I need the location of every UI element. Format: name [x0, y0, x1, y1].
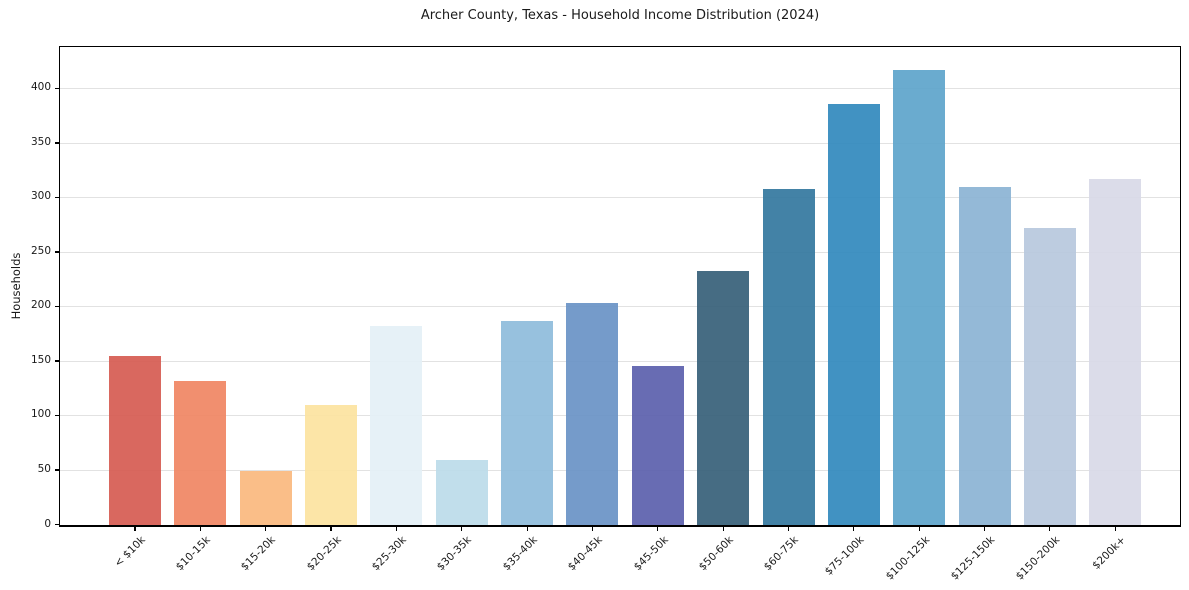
y-tick [54, 414, 59, 417]
y-tick-label: 350 [30, 135, 51, 148]
bar [305, 405, 358, 525]
y-tick [54, 360, 59, 362]
bar [827, 104, 880, 525]
gridline [60, 415, 1180, 417]
bar [435, 459, 488, 525]
gridline [60, 251, 1180, 253]
x-tick-label-text: $60-75k [761, 534, 801, 574]
x-tick [853, 527, 855, 531]
x-tick [657, 527, 659, 531]
x-tick-label-text: $30-35k [435, 534, 475, 574]
chart-title: Archer County, Texas - Household Income … [420, 8, 820, 23]
y-tick-label: 300 [30, 190, 51, 203]
y-tick-label: 100 [30, 408, 51, 421]
gridline [60, 306, 1180, 308]
y-tick [54, 523, 59, 526]
y-tick-label: 250 [30, 244, 51, 257]
plot-area: 0 50 100 150 200 250 300 350 400 < $10k $10-15k $15… [31, 46, 1181, 583]
x-tick [199, 527, 201, 531]
gridline [60, 88, 1180, 90]
bar [109, 356, 161, 525]
x-tick-label-text: $25-30k [369, 534, 409, 574]
y-tick [54, 142, 59, 144]
x-tick-label-text: $150-200k [1013, 534, 1063, 583]
x-tick [265, 527, 267, 531]
x-tick [983, 527, 986, 531]
bar [762, 189, 815, 525]
bar [174, 381, 227, 525]
gridline [60, 197, 1180, 199]
bar [370, 325, 423, 525]
x-tick [526, 527, 528, 531]
y-tick-label: 0 [44, 517, 51, 530]
bar [501, 321, 554, 525]
gridline [60, 470, 1180, 471]
y-axis-label: Households [9, 252, 23, 320]
x-tick [1114, 527, 1116, 531]
x-tick [722, 527, 724, 531]
y-tick [54, 305, 59, 308]
bar [1023, 228, 1076, 525]
x-tick-label-text: $20-25k [304, 534, 344, 574]
x-tick-label-text: $50-60k [696, 534, 736, 574]
bar [239, 470, 292, 525]
x-tick [134, 527, 136, 531]
gridline [60, 142, 1180, 144]
x-tick-label-text: $200k+ [1089, 534, 1128, 572]
y-tick-label: 50 [37, 462, 51, 475]
x-tick [461, 527, 463, 531]
x-tick-label-text: $45-50k [631, 534, 671, 574]
y-tick [54, 251, 59, 253]
x-tick-label-text: $40-45k [565, 534, 605, 574]
y-tick-label: 400 [30, 81, 51, 94]
y-tick-label: 150 [30, 353, 51, 366]
y-tick-label: 200 [30, 299, 51, 312]
x-tick [1049, 527, 1051, 531]
y-tick [54, 196, 59, 199]
x-tick [787, 527, 790, 531]
x-tick-label-text: $125-150k [948, 534, 998, 583]
gridline [60, 360, 1180, 362]
x-tick-label-text: $75-100k [822, 534, 867, 578]
x-tick [591, 527, 594, 531]
x-tick-label-text: $100-125k [883, 534, 932, 583]
bar [566, 302, 619, 525]
bar [958, 187, 1011, 525]
bar [631, 365, 684, 525]
x-tick-label-text: $15-20k [239, 534, 279, 574]
x-tick [918, 527, 920, 531]
bar [1089, 179, 1142, 525]
x-tick [395, 527, 397, 531]
x-tick-label-text: $35-40k [500, 534, 540, 574]
x-tick-label-text: < $10k [111, 534, 148, 570]
y-tick [54, 87, 59, 89]
x-tick [330, 527, 332, 531]
y-tick [54, 469, 59, 471]
bar [893, 70, 946, 525]
x-tick-label-text: $10-15k [173, 534, 213, 574]
bar [697, 271, 750, 525]
